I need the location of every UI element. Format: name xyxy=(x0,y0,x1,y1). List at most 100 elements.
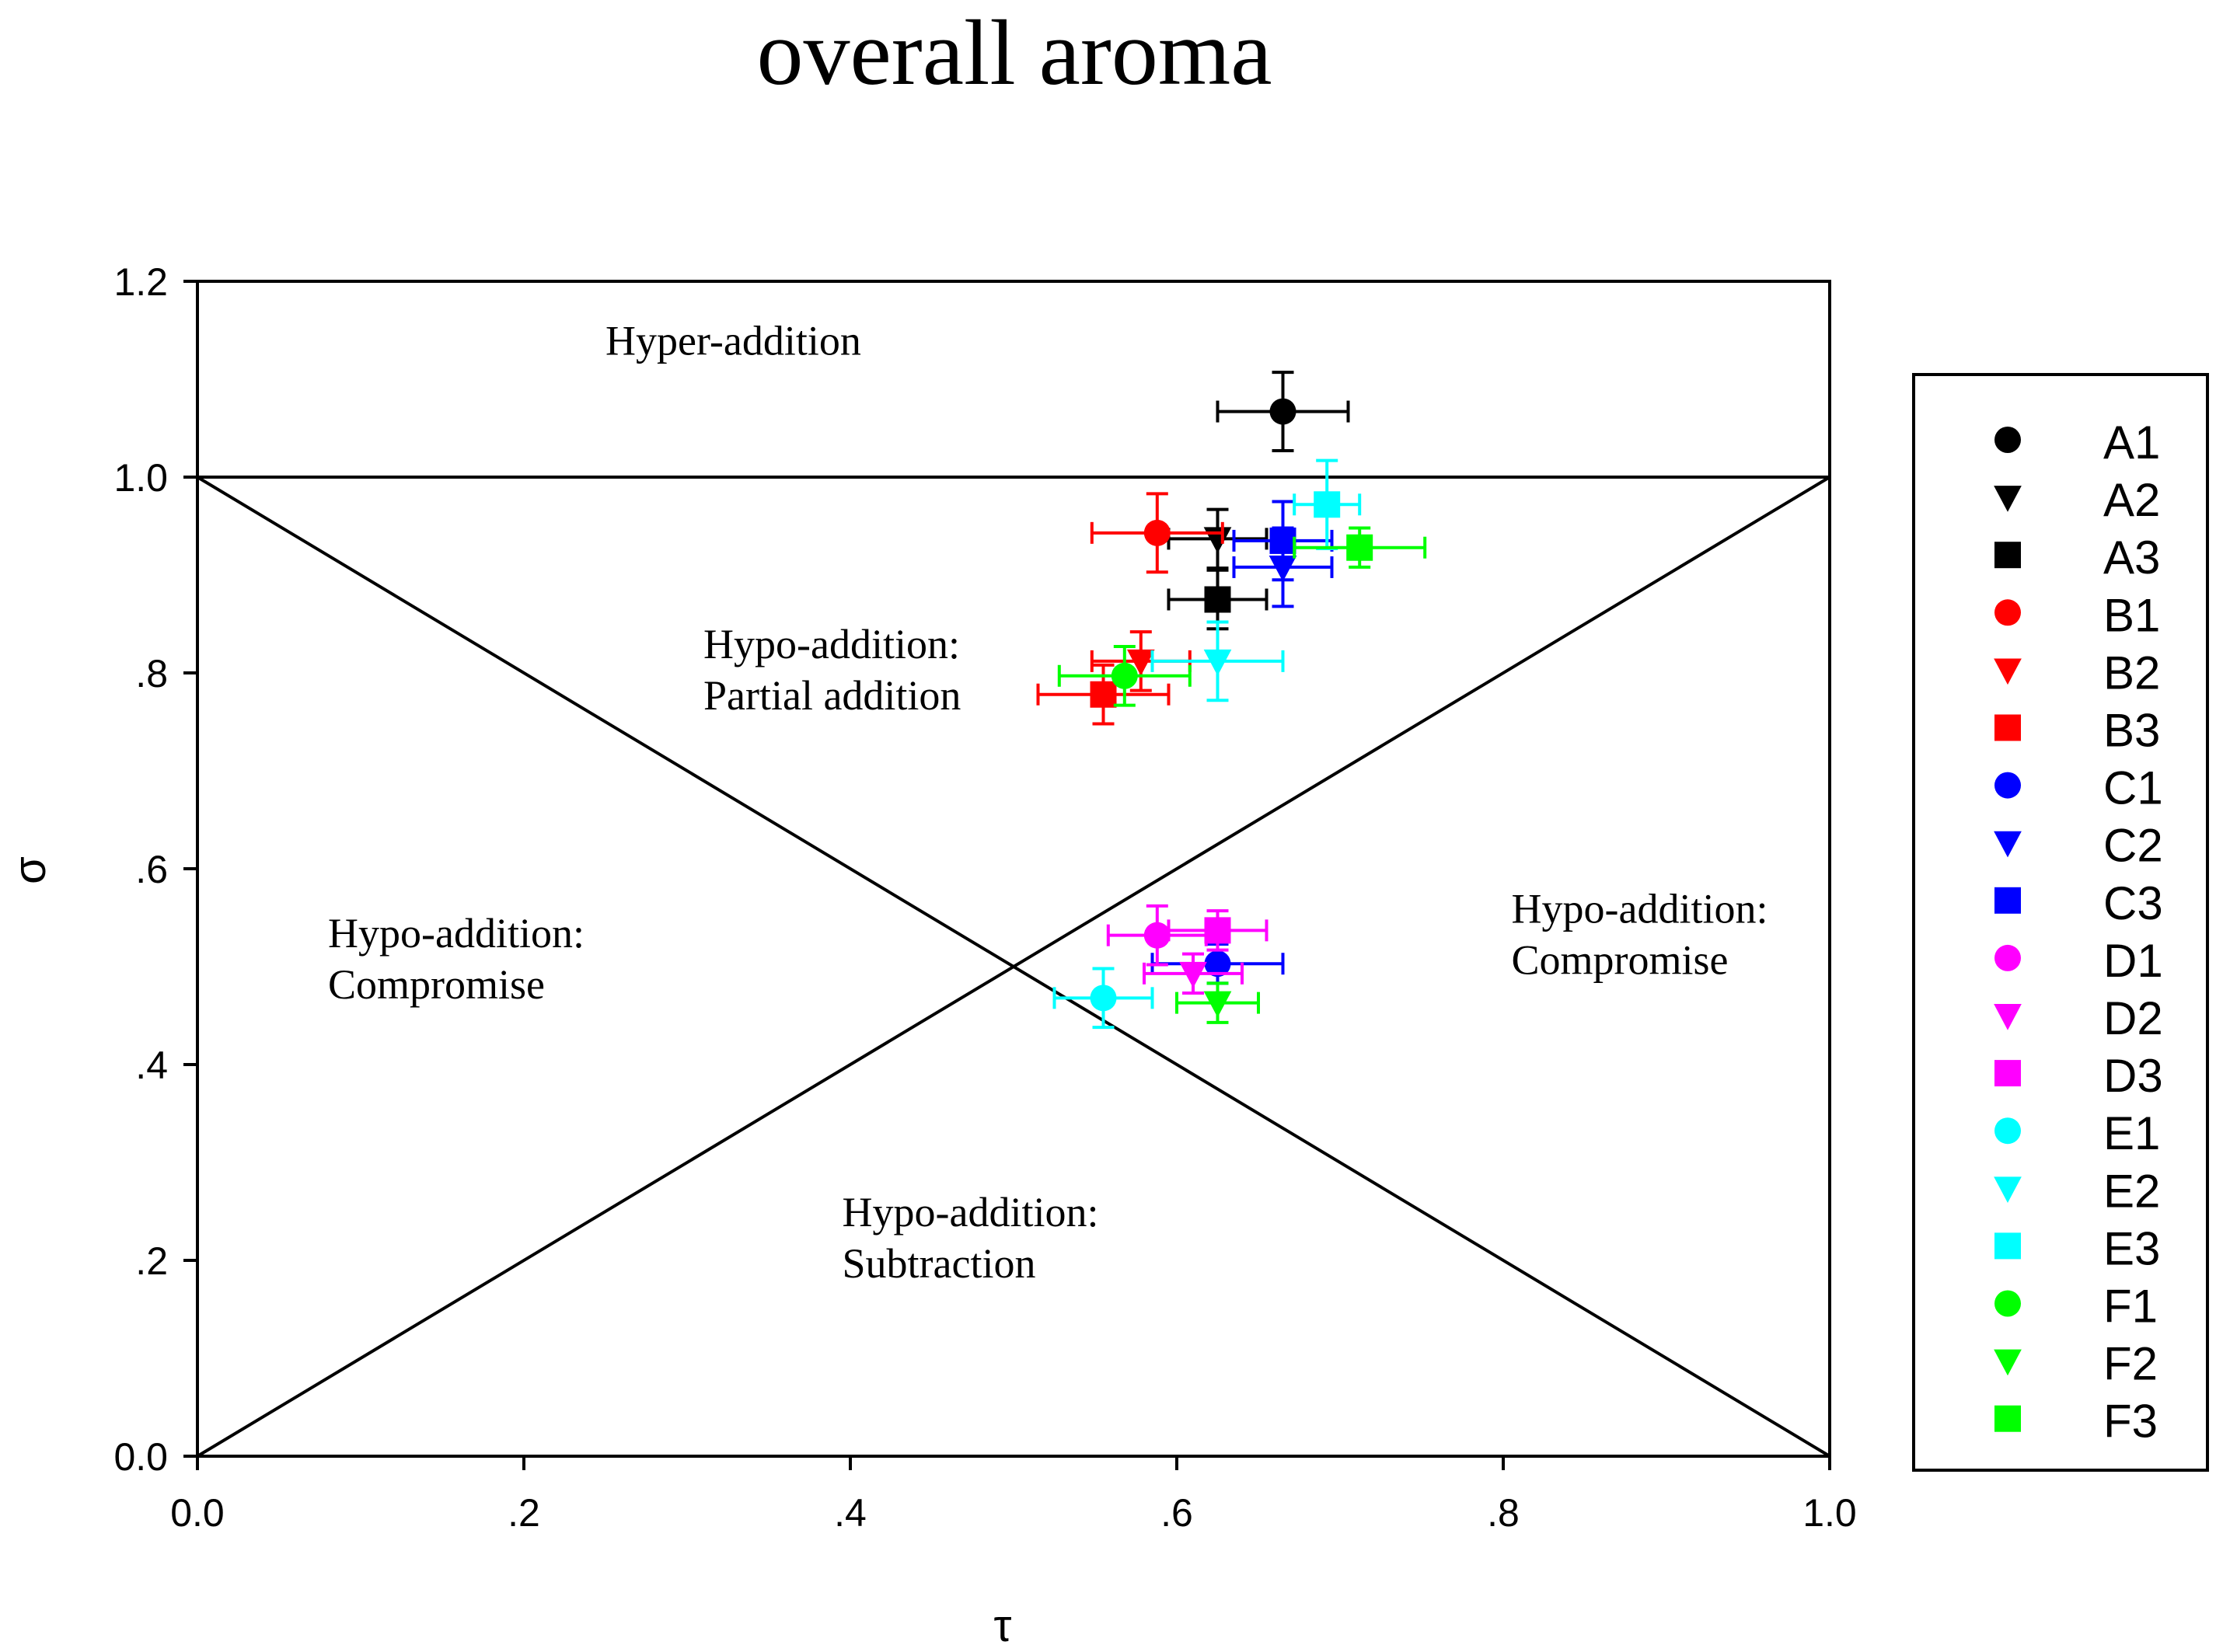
legend-label: F2 xyxy=(2103,1338,2158,1390)
legend-label: D1 xyxy=(2103,935,2163,987)
legend-label: F1 xyxy=(2103,1281,2158,1333)
legend-label: A1 xyxy=(2103,416,2160,469)
legend-marker-B2 xyxy=(1994,658,2022,685)
legend-item-B2[interactable]: B2 xyxy=(1994,647,2160,699)
chart-title: overall aroma xyxy=(757,1,1272,104)
point-F2[interactable] xyxy=(1175,981,1260,1024)
legend-item-C2[interactable]: C2 xyxy=(1994,820,2163,872)
marker-E1 xyxy=(1090,985,1117,1012)
marker-E2 xyxy=(1203,649,1232,676)
legend-marker-F3 xyxy=(1994,1405,2021,1432)
legend-marker-B3 xyxy=(1994,714,2021,741)
legend-marker-C1 xyxy=(1994,772,2021,799)
legend-marker-D3 xyxy=(1994,1060,2021,1087)
region-label-partial-addition: Hypo-addition: xyxy=(703,621,960,667)
legend-item-E1[interactable]: E1 xyxy=(1994,1107,2160,1159)
legend-item-F2[interactable]: F2 xyxy=(1994,1338,2158,1390)
point-A1[interactable] xyxy=(1216,371,1350,452)
legend-label: B2 xyxy=(2103,647,2160,699)
x-axis: 0.0 .2 .4 .6 .8 1.0 xyxy=(170,1456,1857,1535)
marker-C3 xyxy=(1269,527,1296,554)
region-label-hyper-addition: Hyper-addition xyxy=(605,318,861,364)
legend-label: A3 xyxy=(2103,531,2160,584)
legend-marker-F2 xyxy=(1994,1349,2022,1376)
point-D1[interactable] xyxy=(1106,904,1208,967)
y-tick-label: .6 xyxy=(135,848,168,891)
region-label-compromise-right: Hypo-addition: xyxy=(1512,885,1768,932)
x-tick-label: 1.0 xyxy=(1802,1491,1857,1535)
legend-item-B1[interactable]: B1 xyxy=(1994,589,2160,641)
point-F3[interactable] xyxy=(1293,526,1427,569)
region-label-partial-addition: Partial addition xyxy=(703,672,961,719)
legend-item-E3[interactable]: E3 xyxy=(1994,1222,2160,1274)
legend-item-A2[interactable]: A2 xyxy=(1994,474,2160,526)
legend-label: C2 xyxy=(2103,820,2163,872)
point-C3[interactable] xyxy=(1232,500,1334,582)
x-tick-label: .8 xyxy=(1487,1491,1520,1535)
x-tick-label: .2 xyxy=(508,1491,540,1535)
legend-item-C3[interactable]: C3 xyxy=(1994,877,2163,929)
legend-label: D2 xyxy=(2103,992,2163,1044)
marker-B2 xyxy=(1126,649,1155,676)
x-tick-label: .6 xyxy=(1160,1491,1193,1535)
legend-label: C1 xyxy=(2103,762,2163,814)
legend-label: B1 xyxy=(2103,589,2160,641)
legend-item-D3[interactable]: D3 xyxy=(1994,1050,2163,1102)
y-tick-label: .2 xyxy=(135,1239,168,1283)
marker-D3 xyxy=(1204,917,1231,944)
marker-C1 xyxy=(1204,950,1231,978)
y-tick-label: 1.0 xyxy=(113,456,168,500)
legend-label: E3 xyxy=(2103,1222,2160,1274)
x-axis-label: τ xyxy=(994,1601,1012,1651)
legend-item-D1[interactable]: D1 xyxy=(1994,935,2163,987)
marker-F1 xyxy=(1111,662,1138,689)
point-E1[interactable] xyxy=(1052,967,1154,1030)
point-D3[interactable] xyxy=(1167,909,1269,952)
legend-item-C1[interactable]: C1 xyxy=(1994,762,2163,814)
legend-item-F1[interactable]: F1 xyxy=(1994,1281,2158,1333)
reference-lines xyxy=(196,476,1831,1458)
legend-item-D2[interactable]: D2 xyxy=(1994,992,2163,1044)
region-label-compromise-right: Compromise xyxy=(1512,936,1729,983)
legend-marker-E1 xyxy=(1994,1117,2021,1145)
legend-item-E2[interactable]: E2 xyxy=(1994,1165,2160,1217)
legend-item-F3[interactable]: F3 xyxy=(1994,1396,2158,1448)
y-tick-label: .4 xyxy=(135,1044,168,1087)
legend-label: E2 xyxy=(2103,1165,2160,1217)
point-A2[interactable] xyxy=(1167,507,1269,570)
legend-marker-C2 xyxy=(1994,831,2022,858)
legend-marker-A1 xyxy=(1994,427,2021,453)
legend-marker-F1 xyxy=(1994,1290,2021,1317)
region-label-compromise-left: Hypo-addition: xyxy=(328,910,585,957)
legend-label: B3 xyxy=(2103,705,2160,757)
marker-B3 xyxy=(1090,681,1117,708)
legend-label: C3 xyxy=(2103,877,2163,929)
point-B1[interactable] xyxy=(1090,492,1224,574)
legend-label: F3 xyxy=(2103,1396,2158,1448)
point-F1[interactable] xyxy=(1057,644,1192,707)
legend-marker-E2 xyxy=(1994,1176,2022,1203)
y-axis: 0.0 .2 .4 .6 .8 1.0 1.2 xyxy=(113,260,197,1479)
legend-label: A2 xyxy=(2103,474,2160,526)
point-A3[interactable] xyxy=(1167,568,1269,631)
x-tick-label: 0.0 xyxy=(170,1491,225,1535)
region-label-subtraction: Subtraction xyxy=(843,1240,1036,1287)
y-tick-label: .8 xyxy=(135,652,168,695)
marker-F3 xyxy=(1346,534,1373,561)
point-B3[interactable] xyxy=(1036,663,1171,726)
legend-marker-E3 xyxy=(1994,1232,2021,1260)
legend-marker-D2 xyxy=(1994,1004,2022,1030)
legend-marker-A2 xyxy=(1994,486,2022,512)
y-tick-label: 0.0 xyxy=(113,1435,168,1479)
legend-marker-A3 xyxy=(1994,542,2021,569)
legend-item-A3[interactable]: A3 xyxy=(1994,531,2160,584)
point-D2[interactable] xyxy=(1143,952,1244,995)
legend-marker-C3 xyxy=(1994,887,2021,914)
reference-line-diagonal-ascending xyxy=(196,476,1831,1458)
point-E2[interactable] xyxy=(1150,620,1285,702)
legend-item-B3[interactable]: B3 xyxy=(1994,705,2160,757)
legend-item-A1[interactable]: A1 xyxy=(1994,416,2160,469)
data-points xyxy=(1036,371,1427,1030)
